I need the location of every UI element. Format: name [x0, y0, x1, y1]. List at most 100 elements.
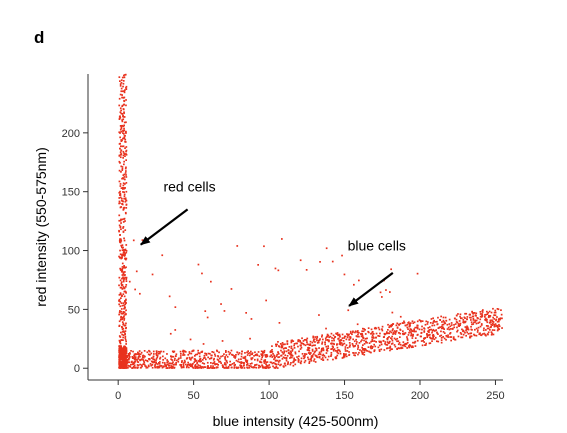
- data-point: [430, 318, 433, 320]
- data-point: [184, 363, 187, 366]
- data-point: [387, 342, 390, 345]
- data-point: [122, 330, 125, 332]
- data-point: [121, 187, 124, 189]
- data-point: [179, 355, 182, 357]
- data-point: [307, 356, 309, 359]
- data-point: [121, 363, 124, 365]
- data-point: [119, 357, 122, 360]
- data-point: [312, 335, 315, 338]
- data-point: [194, 364, 197, 366]
- data-point: [265, 361, 268, 364]
- data-point: [388, 336, 390, 338]
- data-point: [403, 343, 406, 345]
- data-point: [477, 317, 479, 320]
- data-point: [490, 321, 492, 324]
- data-point: [118, 350, 121, 353]
- data-point: [156, 363, 159, 365]
- data-point: [338, 343, 341, 345]
- data-point: [390, 348, 392, 351]
- data-point: [479, 318, 482, 321]
- data-point: [119, 336, 122, 338]
- data-point: [377, 346, 380, 349]
- data-point: [440, 334, 443, 337]
- data-point: [250, 350, 252, 353]
- data-point: [119, 226, 122, 229]
- data-point: [433, 319, 435, 322]
- data-point: [240, 364, 243, 367]
- data-point: [256, 353, 258, 356]
- data-point: [122, 157, 124, 159]
- data-point: [221, 355, 224, 357]
- data-point: [254, 354, 257, 357]
- data-point: [120, 345, 122, 347]
- data-point: [452, 327, 454, 330]
- data-point: [122, 129, 124, 132]
- data-point: [119, 293, 122, 296]
- data-point: [263, 245, 265, 248]
- data-point: [297, 345, 299, 348]
- data-point: [435, 329, 437, 331]
- data-point: [119, 125, 122, 127]
- data-point: [342, 340, 345, 342]
- data-point: [269, 366, 271, 369]
- data-point: [348, 353, 351, 356]
- data-point: [123, 111, 125, 114]
- data-point: [122, 200, 124, 203]
- data-point: [371, 338, 374, 340]
- data-point: [237, 360, 239, 363]
- data-point: [127, 365, 130, 367]
- data-point: [311, 341, 314, 344]
- data-point: [392, 323, 395, 325]
- data-point: [401, 347, 404, 349]
- data-point: [124, 229, 127, 231]
- data-point: [371, 334, 374, 336]
- data-point: [120, 79, 123, 81]
- data-point: [119, 348, 121, 351]
- data-point: [431, 324, 434, 327]
- data-point: [274, 367, 277, 369]
- data-point: [160, 350, 162, 353]
- data-point: [124, 335, 127, 338]
- data-point: [285, 357, 288, 359]
- data-point: [152, 358, 154, 360]
- data-point: [428, 342, 431, 345]
- data-point: [343, 337, 346, 339]
- data-point: [280, 354, 282, 357]
- data-point: [364, 329, 366, 331]
- data-point: [409, 328, 412, 330]
- data-point: [119, 183, 122, 185]
- data-point: [234, 357, 236, 359]
- data-point: [363, 349, 366, 351]
- data-point: [131, 360, 133, 363]
- data-point: [304, 359, 307, 362]
- data-point: [390, 268, 392, 271]
- data-point: [123, 193, 126, 196]
- data-point: [382, 336, 385, 338]
- data-point: [127, 361, 129, 364]
- data-point: [123, 153, 126, 155]
- data-point: [166, 363, 169, 366]
- data-point: [144, 355, 146, 358]
- data-point: [123, 103, 125, 106]
- data-point: [346, 333, 348, 335]
- data-point: [257, 366, 260, 369]
- data-point: [122, 114, 124, 117]
- data-point: [427, 334, 429, 337]
- data-point: [470, 321, 473, 324]
- data-point: [207, 356, 209, 359]
- data-point: [118, 359, 121, 362]
- panel-label: d: [34, 28, 45, 47]
- data-point: [416, 326, 418, 329]
- data-point: [194, 367, 197, 369]
- data-point: [319, 353, 321, 355]
- data-point: [491, 329, 494, 331]
- data-point: [339, 335, 341, 338]
- data-point: [483, 332, 486, 335]
- data-point: [118, 104, 121, 107]
- data-point: [278, 356, 281, 358]
- data-point: [431, 330, 434, 332]
- data-point: [122, 82, 125, 85]
- data-point: [123, 187, 126, 190]
- data-point: [449, 332, 451, 335]
- data-point: [125, 326, 127, 329]
